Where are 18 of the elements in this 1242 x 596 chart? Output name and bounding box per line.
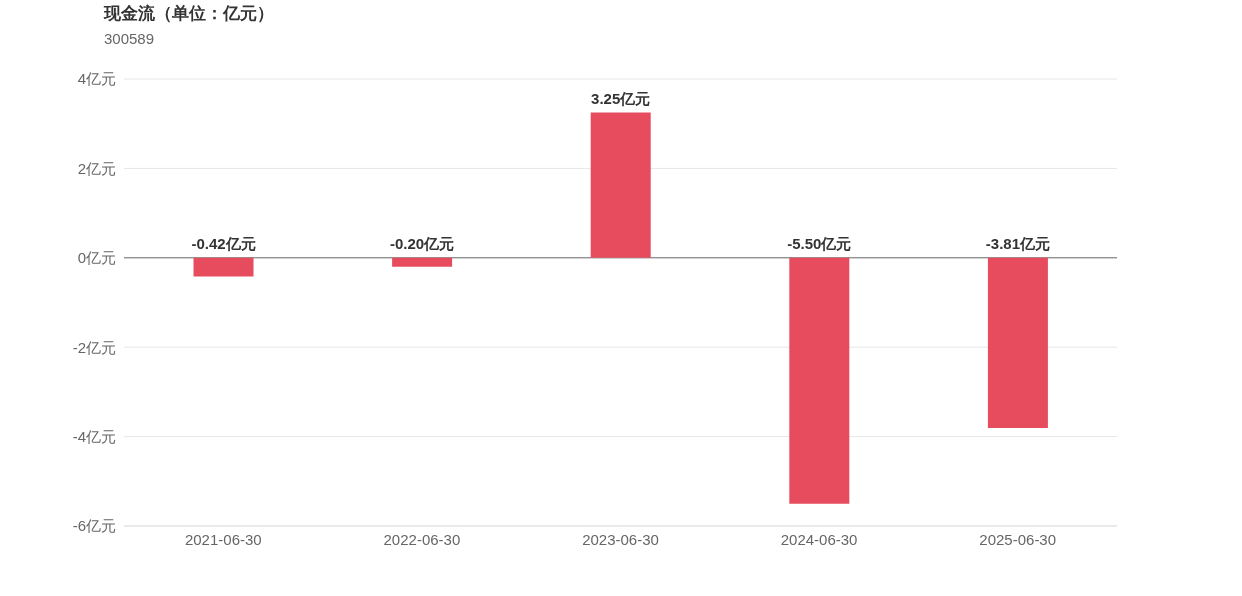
data-label: -5.50亿元 (787, 234, 852, 252)
y-tick-label: -4亿元 (72, 427, 116, 445)
x-tick-label: 2025-06-30 (979, 530, 1057, 548)
data-label: -0.42亿元 (191, 234, 256, 252)
y-tick-label: 0亿元 (77, 249, 116, 267)
chart-subtitle: 300589 (104, 30, 155, 47)
x-tick-label: 2022-06-30 (383, 530, 461, 548)
chart-title: 现金流（单位：亿元） (104, 3, 274, 25)
x-tick-label: 2023-06-30 (582, 530, 659, 548)
x-tick-label: 2024-06-30 (780, 530, 858, 548)
data-label: 3.25亿元 (591, 89, 651, 107)
y-tick-label: 4亿元 (77, 70, 116, 88)
y-tick-label: -2亿元 (72, 338, 116, 356)
data-label: -3.81亿元 (985, 234, 1051, 252)
data-label: -0.20亿元 (390, 234, 455, 252)
y-tick-label: -6亿元 (72, 517, 116, 535)
y-tick-label: 2亿元 (77, 159, 116, 177)
x-tick-label: 2021-06-30 (184, 530, 262, 548)
